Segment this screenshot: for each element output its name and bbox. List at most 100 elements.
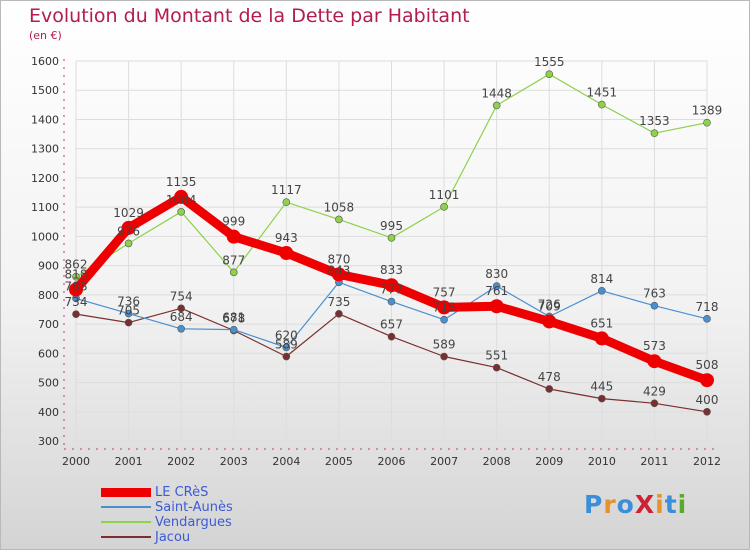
- y-tick-label: 1600: [31, 55, 59, 68]
- data-label: 1058: [324, 200, 355, 214]
- data-point: [492, 101, 501, 110]
- data-label: 705: [117, 304, 140, 318]
- data-point: [72, 272, 80, 281]
- data-label: 814: [590, 272, 613, 286]
- data-label: 870: [327, 252, 350, 266]
- data-point: [335, 215, 343, 224]
- data-label: 1029: [113, 206, 144, 220]
- data-point: [387, 234, 396, 242]
- data-point: [440, 203, 448, 211]
- logo-letter: t: [664, 490, 678, 519]
- data-label: 1084: [166, 193, 197, 207]
- y-tick-label: 1400: [31, 113, 59, 126]
- data-label: 1101: [429, 188, 460, 202]
- data-label: 1448: [481, 86, 512, 100]
- data-label: 833: [380, 263, 403, 277]
- legend-label: Vendargues: [155, 515, 232, 530]
- data-point: [492, 282, 501, 290]
- data-point: [387, 297, 396, 306]
- data-point: [598, 286, 606, 295]
- data-label: 818: [65, 268, 88, 282]
- x-tick-label: 2004: [272, 455, 300, 468]
- data-point: [598, 100, 606, 109]
- y-tick-label: 1000: [31, 230, 59, 243]
- x-tick-label: 2005: [325, 455, 353, 468]
- data-label: 757: [433, 285, 456, 299]
- y-tick-label: 1300: [31, 143, 59, 156]
- data-label: 862: [65, 258, 88, 272]
- data-label: 1353: [639, 114, 670, 128]
- data-label: 843: [327, 263, 350, 277]
- legend-label: Jacou: [155, 530, 191, 545]
- data-label: 736: [117, 295, 140, 309]
- legend-swatch: [101, 488, 151, 497]
- data-point: [229, 325, 238, 334]
- data-point: [650, 399, 659, 408]
- legend-label: LE CRèS: [155, 485, 209, 500]
- data-label: 589: [275, 338, 298, 352]
- x-tick-label: 2008: [483, 455, 511, 468]
- x-tick-label: 2011: [640, 455, 668, 468]
- data-label: 754: [170, 289, 193, 303]
- data-label: 508: [696, 358, 719, 372]
- data-label: 1389: [692, 104, 723, 118]
- data-point: [440, 315, 448, 324]
- data-label: 715: [433, 301, 456, 315]
- data-point: [72, 310, 80, 318]
- data-point: [384, 278, 399, 293]
- proxiti-logo: ProXiti: [584, 490, 687, 519]
- data-point: [174, 189, 189, 204]
- x-tick-label: 2000: [62, 455, 90, 468]
- data-point: [177, 208, 185, 216]
- y-tick-label: 400: [38, 406, 59, 419]
- data-label: 735: [327, 295, 350, 309]
- logo-letter: P: [584, 490, 604, 519]
- data-label: 573: [643, 339, 666, 353]
- y-tick-label: 500: [38, 377, 59, 390]
- data-point: [229, 268, 238, 277]
- data-label: 999: [222, 215, 245, 229]
- legend-swatch: [101, 521, 151, 523]
- logo-letter: i: [677, 490, 688, 519]
- data-point: [703, 118, 711, 127]
- data-point: [387, 332, 396, 341]
- y-tick-label: 600: [38, 347, 59, 360]
- data-point: [650, 129, 659, 137]
- data-label: 943: [275, 231, 298, 245]
- y-tick-label: 700: [38, 318, 59, 331]
- data-label: 400: [696, 393, 719, 407]
- data-label: 830: [485, 267, 508, 281]
- logo-letter: o: [616, 490, 635, 519]
- data-point: [279, 246, 294, 261]
- data-label: 657: [380, 318, 403, 332]
- data-point: [542, 314, 557, 329]
- data-point: [703, 315, 711, 323]
- data-label: 995: [380, 219, 403, 233]
- data-label: 777: [380, 283, 403, 297]
- data-point: [124, 309, 133, 318]
- data-point: [226, 229, 241, 244]
- data-label: 445: [590, 380, 613, 394]
- data-point: [440, 352, 448, 361]
- data-point: [650, 301, 659, 310]
- legend-label: Saint-Aunès: [155, 500, 233, 515]
- data-label: 726: [538, 297, 561, 311]
- data-point: [545, 70, 554, 78]
- data-label: 734: [65, 295, 88, 309]
- data-label: 761: [485, 284, 508, 298]
- data-label: 718: [696, 300, 719, 314]
- logo-letter: r: [603, 490, 617, 519]
- logo-letter: i: [655, 490, 665, 519]
- y-tick-label: 300: [38, 435, 59, 448]
- data-point: [594, 331, 609, 346]
- data-point: [124, 239, 133, 248]
- x-tick-label: 2010: [588, 455, 616, 468]
- data-point: [282, 352, 291, 361]
- data-label: 976: [117, 224, 140, 238]
- data-point: [124, 318, 133, 327]
- data-point: [703, 407, 711, 416]
- data-label: 1555: [534, 55, 565, 69]
- x-tick-label: 2002: [167, 455, 195, 468]
